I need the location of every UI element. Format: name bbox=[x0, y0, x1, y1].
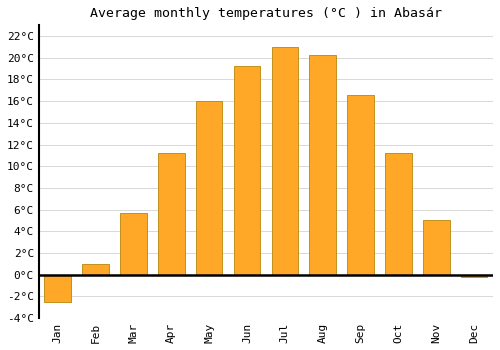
Title: Average monthly temperatures (°C ) in Abasár: Average monthly temperatures (°C ) in Ab… bbox=[90, 7, 442, 20]
Bar bbox=[44, 275, 71, 302]
Bar bbox=[272, 47, 298, 275]
Bar bbox=[423, 220, 450, 275]
Bar bbox=[196, 101, 222, 275]
Bar bbox=[348, 94, 374, 275]
Bar bbox=[385, 153, 411, 275]
Bar bbox=[310, 55, 336, 275]
Bar bbox=[461, 275, 487, 277]
Bar bbox=[82, 264, 109, 275]
Bar bbox=[120, 213, 146, 275]
Bar bbox=[234, 66, 260, 275]
Bar bbox=[158, 153, 184, 275]
